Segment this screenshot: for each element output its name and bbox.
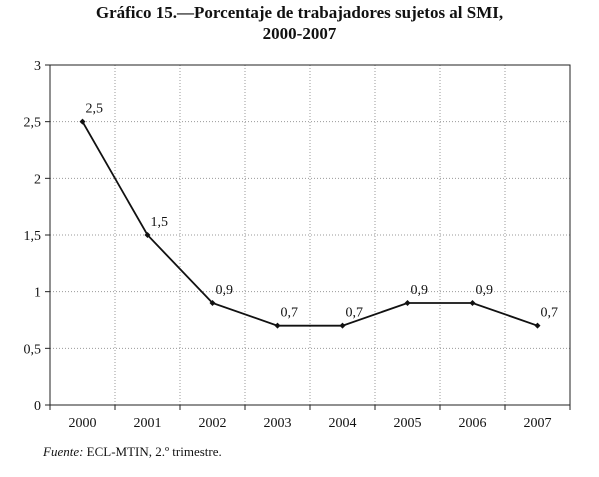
data-label: 0,7 — [541, 306, 559, 321]
x-tick-label: 2000 — [69, 416, 97, 431]
chart-title-line-2: 2000-2007 — [262, 24, 337, 43]
x-axis-tick-labels: 2000 2001 2002 2003 2004 2005 2006 2007 — [49, 405, 571, 431]
series-line — [81, 121, 538, 327]
data-label: 1,5 — [151, 215, 169, 230]
x-tick-label: 2007 — [524, 416, 552, 431]
x-tick-label: 2003 — [264, 416, 292, 431]
data-label: 0,9 — [216, 283, 234, 298]
data-point — [274, 322, 281, 329]
data-point — [534, 322, 541, 329]
data-label: 0,9 — [476, 283, 494, 298]
chart-title: Gráfico 15.—Porcentaje de trabajadores s… — [0, 2, 599, 44]
source-label: Fuente: — [43, 444, 84, 459]
y-axis-tick-labels: 0 0,5 1 1,5 2 2,5 3 — [24, 59, 50, 414]
x-tick-label: 2002 — [199, 416, 227, 431]
y-tick-label: 0,5 — [24, 342, 42, 357]
x-tick-label: 2004 — [329, 416, 357, 431]
data-label: 0,7 — [346, 306, 364, 321]
data-label-layer: 2,5 1,5 0,9 0,7 0,7 0,9 0,9 0,7 — [86, 102, 559, 321]
source-note: Fuente: ECL-MTIN, 2.º trimestre. — [43, 444, 222, 460]
chart-title-line-1: Gráfico 15.—Porcentaje de trabajadores s… — [95, 3, 504, 22]
y-tick-label: 1,5 — [24, 229, 42, 244]
grid-layer — [50, 65, 570, 405]
data-point — [404, 300, 411, 306]
y-tick-label: 0 — [34, 399, 41, 414]
data-point — [209, 300, 216, 306]
data-point — [144, 232, 151, 238]
data-label: 2,5 — [86, 102, 104, 117]
y-tick-label: 2,5 — [24, 116, 42, 131]
data-point — [469, 300, 476, 306]
x-tick-label: 2006 — [459, 416, 487, 431]
data-point — [339, 322, 346, 329]
source-text: ECL-MTIN, 2.º trimestre. — [83, 444, 222, 459]
data-point — [79, 118, 86, 125]
x-tick-label: 2001 — [134, 416, 162, 431]
y-tick-label: 3 — [34, 59, 41, 74]
data-label: 0,7 — [281, 306, 299, 321]
series-layer — [79, 118, 541, 329]
y-tick-label: 2 — [34, 172, 41, 187]
y-tick-label: 1 — [34, 286, 41, 301]
data-label: 0,9 — [411, 283, 429, 298]
x-tick-label: 2005 — [394, 416, 422, 431]
